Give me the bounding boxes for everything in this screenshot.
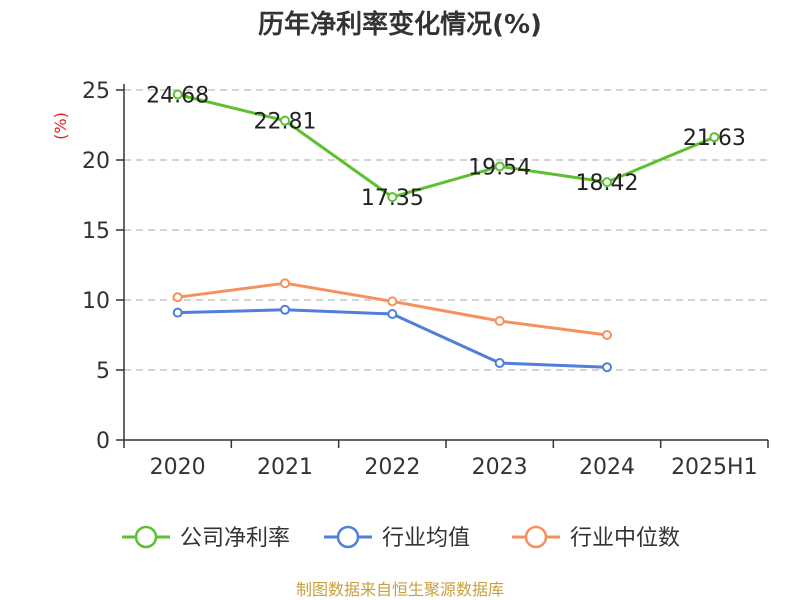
data-labels: 24.68 22.81 17.35 19.54 18.42 21.63 — [146, 83, 746, 211]
data-point — [172, 307, 183, 318]
y-tick-label: 15 — [82, 219, 110, 244]
series-line — [176, 93, 716, 199]
legend-marker — [524, 525, 548, 549]
source-note: 制图数据来自恒生聚源数据库 — [296, 580, 504, 599]
legend-marker — [336, 525, 360, 549]
data-point — [387, 309, 398, 319]
series-2 — [172, 304, 612, 373]
axes: 0 5 10 15 20 25 2020 2021 2022 2023 2024 2025H1 — [82, 79, 769, 480]
data-point — [602, 177, 612, 188]
data-label: 18.42 — [576, 171, 639, 196]
data-label: 21.63 — [683, 126, 746, 151]
legend[interactable]: 公司净利率 行业均值 行业中位数 — [122, 525, 680, 551]
x-tick-label: 2023 — [472, 455, 528, 480]
series-3 — [172, 278, 612, 340]
x-tick-label: 2024 — [579, 455, 635, 480]
data-label: 22.81 — [254, 110, 317, 135]
x-tick-label: 2021 — [257, 455, 313, 480]
legend-item-1[interactable]: 公司净利率 — [122, 525, 290, 551]
chart-title: 历年净利率变化情况(%) — [258, 9, 542, 40]
data-label: 17.35 — [361, 186, 424, 211]
series-1 — [172, 89, 720, 203]
data-label: 19.54 — [468, 155, 531, 180]
x-tick-label: 2022 — [364, 455, 420, 480]
data-point — [602, 330, 612, 340]
grid-lines — [124, 89, 768, 371]
y-tick-label: 0 — [96, 429, 110, 454]
legend-marker — [134, 525, 158, 549]
legend-label: 行业均值 — [382, 526, 470, 551]
data-point — [602, 362, 612, 373]
data-label: 24.68 — [146, 83, 209, 108]
data-point — [280, 304, 290, 315]
y-tick-label: 10 — [82, 289, 110, 314]
y-axis-unit: (%) — [51, 112, 70, 140]
legend-label: 公司净利率 — [180, 526, 290, 551]
y-tick-label: 20 — [82, 149, 110, 174]
y-tick-label: 5 — [96, 359, 110, 384]
legend-label: 行业中位数 — [570, 526, 680, 551]
data-point — [494, 161, 505, 172]
data-point — [172, 89, 183, 100]
x-tick-label: 2025H1 — [671, 455, 758, 480]
data-point — [172, 292, 183, 303]
legend-item-3[interactable]: 行业中位数 — [512, 525, 680, 551]
x-tick-label: 2020 — [150, 455, 206, 480]
data-point — [494, 358, 505, 368]
data-point — [387, 192, 398, 203]
data-point — [280, 278, 290, 289]
y-tick-label: 25 — [82, 79, 110, 104]
legend-item-2[interactable]: 行业均值 — [324, 525, 470, 551]
data-point — [280, 115, 290, 126]
data-point — [387, 296, 398, 307]
data-point — [494, 316, 505, 326]
data-point — [709, 132, 720, 143]
series-lines — [172, 89, 720, 373]
